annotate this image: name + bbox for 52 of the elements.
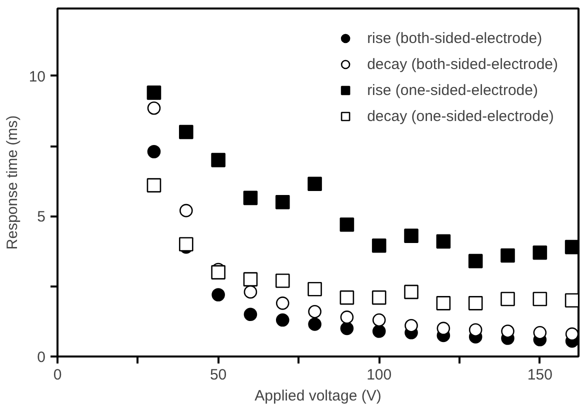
point — [244, 285, 258, 299]
point — [178, 124, 194, 140]
point — [532, 246, 548, 260]
x-tick-label: 150 — [527, 366, 552, 384]
point — [532, 292, 548, 306]
point — [501, 324, 514, 338]
x-tick-label: 50 — [210, 366, 227, 384]
y-tick-label: 10 — [28, 68, 46, 86]
point — [147, 144, 161, 158]
y-axis-title: Response time (ms) — [4, 115, 21, 250]
point — [468, 254, 483, 268]
point — [340, 322, 354, 336]
point — [340, 310, 354, 324]
x-tick-label: 0 — [53, 366, 62, 384]
point — [340, 290, 354, 305]
point — [146, 86, 162, 100]
point — [211, 152, 226, 168]
point — [244, 308, 258, 322]
legend-label: rise (both-sided-electrode) — [367, 30, 542, 46]
x-axis-title: Applied voltage (V) — [254, 388, 382, 404]
point — [564, 240, 578, 254]
point — [147, 101, 161, 115]
point — [212, 288, 225, 302]
x-tick-label: 100 — [366, 366, 392, 384]
point — [308, 304, 322, 318]
point — [372, 313, 386, 327]
point — [372, 324, 386, 338]
point — [179, 204, 193, 218]
point — [372, 290, 386, 305]
point — [308, 318, 322, 331]
point — [275, 194, 290, 210]
point — [276, 296, 290, 310]
point — [340, 217, 354, 232]
point — [436, 234, 451, 249]
point — [533, 326, 547, 340]
legend-label: rise (one-sided-electrode) — [367, 82, 538, 98]
y-tick-label: 5 — [37, 208, 46, 226]
point — [243, 190, 258, 206]
point — [404, 228, 418, 243]
point — [276, 313, 290, 327]
point — [372, 238, 386, 253]
legend-label: decay (both-sided-electrode) — [367, 56, 558, 72]
point — [308, 176, 322, 192]
legend-label: decay (one-sided-electrode) — [367, 108, 554, 124]
point — [468, 323, 482, 336]
point — [404, 318, 418, 332]
point — [211, 265, 226, 280]
point — [500, 248, 515, 263]
point — [178, 237, 194, 252]
y-tick-label: 0 — [37, 349, 46, 366]
point — [436, 322, 450, 336]
point — [565, 327, 578, 341]
